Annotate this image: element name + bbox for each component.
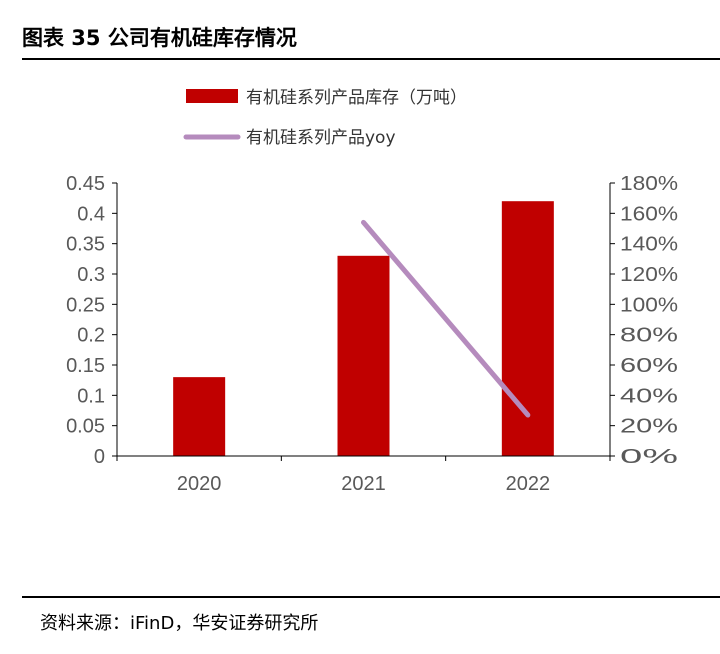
y-right-tick-label: 0% [620, 446, 678, 468]
y-left-tick-label: 0.3 [77, 264, 105, 286]
x-tick-label-2020: 2020 [177, 473, 222, 495]
y-left-tick-label: 0.1 [77, 385, 105, 407]
figure-title: 图表 35 公司有机硅库存情况 [22, 26, 297, 50]
y-right-tick-label: 180% [620, 173, 678, 195]
x-tick-label-2022: 2022 [506, 473, 551, 495]
y-right-tick-label: 80% [620, 325, 678, 347]
source-note: 资料来源：iFinD，华安证券研究所 [40, 613, 319, 634]
yoy-line [361, 219, 531, 418]
y-left-tick-label: 0.05 [66, 416, 105, 438]
y-right-tick-label: 160% [620, 203, 678, 225]
y-left-tick-label: 0 [94, 446, 105, 468]
y-right-tick-label: 120% [620, 264, 678, 286]
y-left-tick-label: 0.45 [66, 173, 105, 195]
y-left-tick-label: 0.35 [66, 234, 105, 256]
legend-label-yoy: 有机硅系列产品yoy [246, 128, 396, 148]
y-right-tick-label: 40% [620, 385, 678, 407]
y-left-tick-label: 0.25 [66, 294, 105, 316]
bottom-rule [22, 596, 720, 598]
y-right-tick-label: 100% [620, 294, 678, 316]
y-left-tick-label: 0.2 [77, 325, 105, 347]
y-right-tick-label: 140% [620, 234, 678, 256]
bar-2020 [173, 377, 226, 456]
bar-2021 [337, 255, 390, 456]
legend-swatch-inventory [186, 89, 238, 103]
top-rule [22, 58, 720, 60]
y-left-tick-label: 0.15 [66, 355, 105, 377]
y-right-tick-label: 60% [620, 355, 678, 377]
bar-2022 [501, 201, 554, 456]
y-left-tick-label: 0.4 [77, 203, 105, 225]
y-right-tick-label: 20% [620, 416, 678, 438]
x-tick-label-2021: 2021 [341, 473, 386, 495]
legend-label-inventory: 有机硅系列产品库存（万吨） [246, 88, 467, 108]
